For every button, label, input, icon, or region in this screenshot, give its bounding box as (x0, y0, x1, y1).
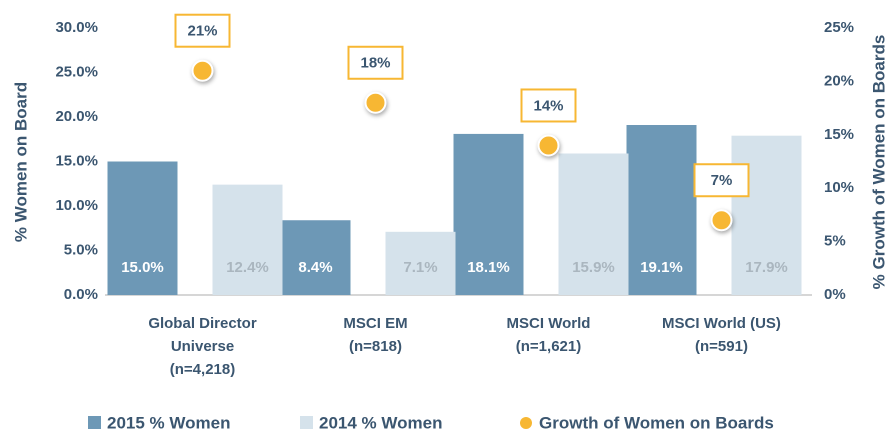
data-label: 12.4% (226, 259, 269, 276)
x-tick-label: Global Director (148, 315, 257, 332)
y-tick-label: 10.0% (55, 197, 98, 214)
y-axis-title: % Women on Board (11, 82, 30, 242)
data-label: 15.9% (572, 259, 615, 276)
bar (731, 135, 802, 295)
point (191, 59, 214, 82)
data-label: 18% (360, 55, 390, 72)
point (537, 134, 560, 157)
label-box (174, 13, 231, 48)
y-tick-label: 25.0% (55, 63, 98, 80)
legend-label: 2014 % Women (319, 413, 442, 432)
x-tick-label: (n=4,218) (170, 361, 235, 378)
legend-swatch (88, 416, 101, 429)
x-tick-label: MSCI World (507, 315, 591, 332)
bar (558, 153, 629, 295)
data-label: 17.9% (745, 259, 788, 276)
bar (626, 125, 697, 295)
data-label: 8.4% (298, 259, 332, 276)
x-tick-label: (n=1,621) (516, 338, 581, 355)
data-label: 7% (711, 172, 733, 189)
bar (212, 184, 283, 295)
y-tick-label: 0.0% (64, 286, 98, 303)
bar (280, 220, 351, 295)
legend-swatch (520, 417, 532, 429)
y2-tick-label: 10% (824, 179, 854, 196)
y2-tick-label: 25% (824, 19, 854, 36)
y-tick-label: 20.0% (55, 108, 98, 125)
y2-tick-label: 20% (824, 72, 854, 89)
y2-axis-title: % Growth of Women on Boards (869, 35, 888, 290)
data-label: 21% (187, 23, 217, 40)
y2-tick-label: 15% (824, 126, 854, 143)
legend-label: Growth of Women on Boards (539, 413, 774, 432)
legend-label: 2015 % Women (107, 413, 230, 432)
x-tick-label: Universe (171, 338, 234, 355)
bar (385, 231, 456, 295)
data-label: 7.1% (403, 259, 437, 276)
bar (453, 133, 524, 295)
y2-tick-label: 0% (824, 286, 846, 303)
data-label: 19.1% (640, 259, 683, 276)
x-tick-label: MSCI World (US) (662, 315, 781, 332)
label-box (693, 163, 750, 198)
data-label: 18.1% (467, 259, 510, 276)
x-tick-label: (n=818) (349, 338, 402, 355)
y-tick-label: 15.0% (55, 152, 98, 169)
point (710, 209, 733, 232)
y-tick-label: 5.0% (64, 241, 98, 258)
legend-swatch (300, 416, 313, 429)
y-tick-label: 30.0% (55, 19, 98, 36)
data-label: 15.0% (121, 259, 164, 276)
x-tick-label: (n=591) (695, 338, 748, 355)
label-box (520, 88, 577, 123)
x-tick-label: MSCI EM (343, 315, 407, 332)
point (364, 91, 387, 114)
y2-tick-label: 5% (824, 233, 846, 250)
bar (107, 161, 178, 295)
label-box (347, 45, 404, 80)
data-label: 14% (533, 97, 563, 114)
